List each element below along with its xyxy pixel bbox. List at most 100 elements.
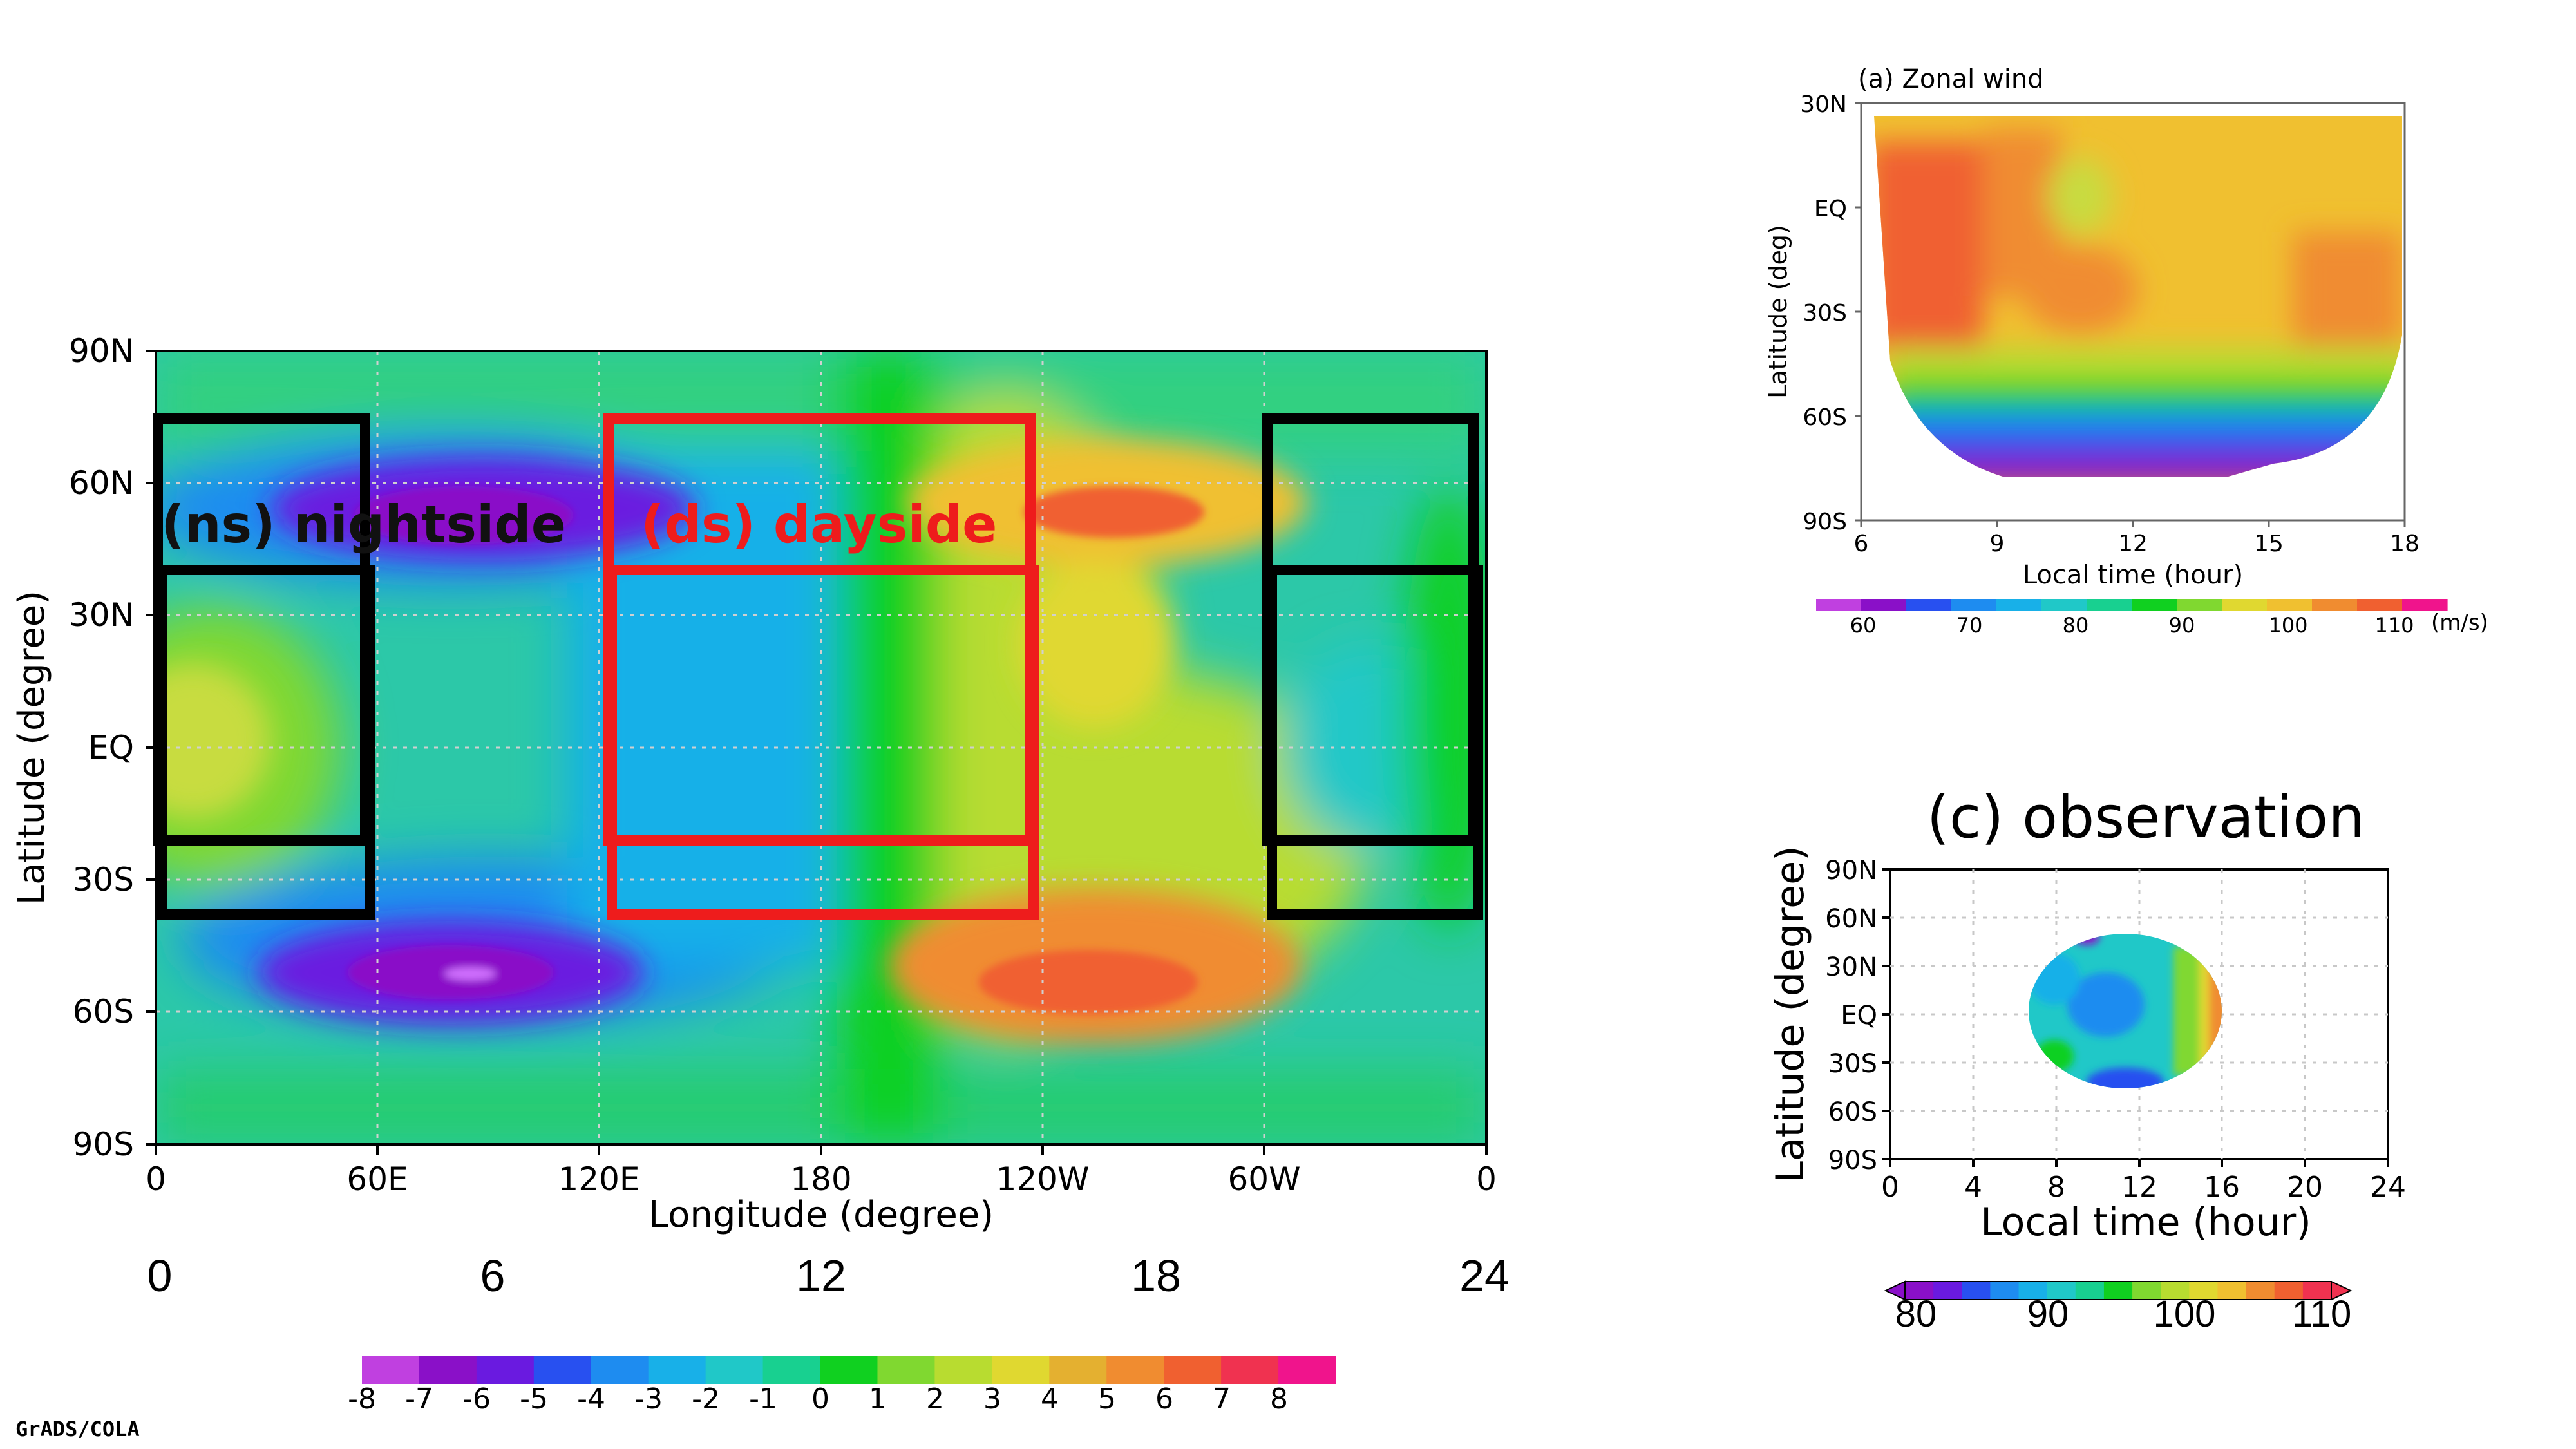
colorbar-swatch — [2222, 599, 2268, 611]
x-tick: 180 — [790, 1160, 851, 1198]
colorbar-swatch — [2132, 599, 2177, 611]
nightside-boxes — [153, 413, 1483, 920]
colorbar-label: -4 — [577, 1383, 605, 1416]
panel-a-x-axis-label: Local time (hour) — [2023, 560, 2243, 590]
colorbar-swatch — [1106, 1356, 1164, 1384]
colorbar-swatch — [2302, 1282, 2332, 1300]
panel-a-title: (a) Zonal wind — [1858, 64, 2044, 94]
panel-a-colorbar-label: 90 — [2169, 613, 2195, 638]
local-time-tick: 18 — [1131, 1251, 1181, 1301]
colorbar-swatch — [362, 1356, 420, 1384]
panel-c-colorbar-label: 90 — [2027, 1293, 2069, 1335]
x-tick: 120W — [996, 1160, 1090, 1198]
panel-a-x-tick: 6 — [1854, 531, 1869, 557]
y-tick: 30S — [73, 861, 134, 898]
panel-a-colorbar-label: 80 — [2063, 613, 2089, 638]
panel-c-y-tick: 30S — [1828, 1049, 1877, 1079]
panel-a-x-tick: 9 — [1990, 531, 2005, 557]
colorbar-swatch — [2047, 1282, 2076, 1300]
x-tick: 60W — [1227, 1160, 1300, 1198]
y-tick: 60S — [73, 993, 134, 1030]
panel-a-y-tick: EQ — [1814, 196, 1847, 222]
panel-a-x-tick: 18 — [2390, 531, 2420, 557]
panel-c-x-tick: 8 — [2047, 1171, 2065, 1204]
colorbar-swatch — [2357, 599, 2403, 611]
colorbar-swatch — [705, 1356, 764, 1384]
grads-credit: GrADS/COLA — [15, 1417, 140, 1441]
panel-a-colorbar-label: 70 — [1956, 613, 1983, 638]
colorbar-label: 2 — [926, 1383, 944, 1416]
colorbar-swatch — [1164, 1356, 1222, 1384]
panel-a-colorbar-label: 60 — [1850, 613, 1877, 638]
colorbar-swatch — [1905, 1282, 1934, 1300]
colorbar-label: -6 — [462, 1383, 491, 1416]
panel-c-y-tick: 90N — [1825, 856, 1877, 886]
colorbar-swatch — [1816, 599, 1862, 611]
colorbar-swatch — [1962, 1282, 1991, 1300]
local-time-tick: 12 — [796, 1251, 846, 1301]
colorbar-swatch — [1049, 1356, 1107, 1384]
colorbar-swatch — [1221, 1356, 1279, 1384]
panel-c-title: (c) observation — [1927, 784, 2365, 851]
colorbar-swatch — [877, 1356, 936, 1384]
colorbar-swatch — [1990, 1282, 2020, 1300]
panel-c-x-tick: 16 — [2204, 1171, 2240, 1204]
colorbar-frame — [1904, 1281, 2332, 1300]
x-tick: 120E — [558, 1160, 639, 1198]
panel-a-y-axis-label: Latitude (deg) — [1764, 225, 1792, 399]
panel-c-x-tick: 24 — [2370, 1171, 2406, 1204]
colorbar-label: 4 — [1041, 1383, 1059, 1416]
colorbar-swatch — [2177, 599, 2222, 611]
x-tick: 0 — [1476, 1160, 1497, 1198]
panel-c-y-tick: 60N — [1825, 904, 1877, 934]
main-x-ticks: 0 60E 120E 180 120W 60W 0 — [146, 1160, 1497, 1198]
panel-c-colorbar — [1884, 1280, 2353, 1301]
colorbar-label: 0 — [811, 1383, 829, 1416]
colorbar-swatch — [2217, 1282, 2247, 1300]
nightside-box-left-lower — [157, 565, 375, 920]
colorbar-swatch — [2246, 1282, 2275, 1300]
colorbar-swatch — [2267, 599, 2313, 611]
colorbar-label: 3 — [983, 1383, 1001, 1416]
colorbar-label: -3 — [634, 1383, 663, 1416]
colorbar-swatch — [2075, 1282, 2105, 1300]
main-y-axis-label: Latitude (degree) — [11, 591, 53, 905]
colorbar-label: 1 — [869, 1383, 887, 1416]
colorbar-swatch — [648, 1356, 706, 1384]
y-tick: 60N — [69, 464, 134, 502]
panel-c: (c) observation — [1768, 784, 2406, 1335]
panel-c-x-tick: 12 — [2121, 1171, 2157, 1204]
main-y-ticks: 90N 60N 30N EQ 30S 60S 90S — [69, 332, 134, 1163]
local-time-tick: 24 — [1459, 1251, 1510, 1301]
panel-a-y-tick: 90S — [1803, 509, 1847, 535]
panel-a-y-tick: 30S — [1803, 300, 1847, 327]
panel-a-x-tick: 12 — [2118, 531, 2148, 557]
colorbar-swatch — [2103, 1282, 2133, 1300]
main-colorbar-labels: -8 -7 -6 -5 -4 -3 -2 -1 0 1 2 3 4 5 6 7 … — [348, 1383, 1288, 1416]
colorbar-swatch — [2312, 599, 2358, 611]
observation-blob — [2029, 934, 2222, 1088]
colorbar-label: 6 — [1155, 1383, 1173, 1416]
panel-a-colorbar-label: 110 — [2374, 613, 2414, 638]
x-tick: 0 — [146, 1160, 166, 1198]
colorbar-label: 8 — [1270, 1383, 1288, 1416]
panel-a: (a) Zonal wind 30N — [1764, 64, 2488, 638]
colorbar-swatch — [1861, 599, 1907, 611]
colorbar-swatch — [820, 1356, 878, 1384]
colorbar-swatch — [2274, 1282, 2304, 1300]
panel-c-y-tick: 30N — [1825, 952, 1877, 982]
panel-c-y-axis-label: Latitude (degree) — [1768, 846, 1813, 1182]
colorbar-label: 7 — [1213, 1383, 1231, 1416]
y-tick: 90S — [73, 1126, 134, 1163]
panel-c-x-tick: 20 — [2287, 1171, 2323, 1204]
main-local-time-ticks: 0 6 12 18 24 — [147, 1251, 1510, 1301]
panel-a-colorbar-label: 100 — [2268, 613, 2307, 638]
colorbar-swatch — [533, 1356, 592, 1384]
panel-c-y-tick: 90S — [1828, 1146, 1877, 1175]
colorbar-label: 5 — [1098, 1383, 1116, 1416]
colorbar-label: -5 — [520, 1383, 548, 1416]
dayside-boxes — [603, 413, 1039, 920]
main-x-axis-label: Longitude (degree) — [649, 1194, 994, 1236]
colorbar-swatch — [2189, 1282, 2219, 1300]
